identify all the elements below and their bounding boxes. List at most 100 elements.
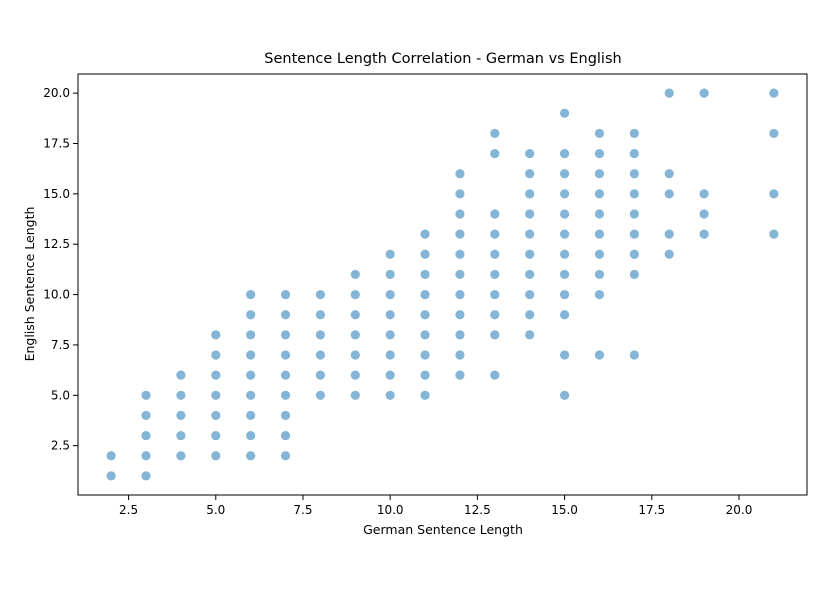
data-point (559, 269, 570, 280)
data-point (699, 229, 709, 239)
data-point (455, 330, 465, 340)
data-point (420, 289, 430, 300)
plot-frame (77, 73, 808, 496)
data-point (559, 350, 570, 360)
data-point (594, 269, 605, 280)
y-tick-label: 15.0 (43, 187, 70, 201)
data-point (350, 310, 360, 320)
data-point (385, 390, 395, 400)
data-point (176, 390, 186, 400)
data-point (315, 350, 326, 360)
x-axis-label: German Sentence Length (363, 522, 523, 537)
data-point (246, 350, 256, 360)
data-point (664, 169, 674, 179)
data-point (141, 451, 151, 461)
data-point (594, 128, 605, 139)
data-point (315, 289, 326, 300)
data-point (385, 350, 395, 360)
data-point (350, 370, 360, 380)
data-point (664, 189, 674, 199)
data-point (385, 330, 395, 340)
data-point (594, 209, 605, 219)
data-point (280, 350, 291, 360)
data-point (525, 269, 535, 280)
data-point (559, 249, 570, 259)
data-point (559, 108, 570, 118)
data-point (350, 390, 360, 400)
data-point (559, 209, 570, 219)
data-point (211, 451, 221, 461)
data-point (420, 350, 430, 360)
data-point (594, 169, 605, 179)
data-point (455, 370, 465, 380)
data-points (106, 88, 779, 481)
data-point (246, 410, 256, 421)
data-point (455, 350, 465, 360)
data-point (629, 249, 639, 259)
data-point (594, 148, 605, 159)
chart-title: Sentence Length Correlation - German vs … (264, 51, 621, 67)
data-point (455, 249, 465, 259)
data-point (315, 370, 326, 380)
data-point (559, 289, 570, 300)
data-point (559, 310, 570, 320)
data-point (141, 430, 151, 441)
data-point (315, 390, 326, 400)
y-tick-label: 5.0 (51, 388, 70, 402)
data-point (525, 209, 535, 219)
data-point (629, 169, 639, 179)
data-point (594, 289, 605, 300)
data-point (106, 451, 116, 461)
data-point (385, 370, 395, 380)
data-point (490, 249, 500, 259)
data-point (455, 310, 465, 320)
data-point (280, 330, 291, 340)
data-point (490, 148, 500, 159)
data-point (246, 330, 256, 340)
data-point (490, 128, 500, 139)
data-point (525, 330, 535, 340)
x-tick-label: 15.0 (551, 503, 578, 517)
data-point (211, 390, 221, 400)
data-point (629, 350, 639, 360)
data-point (246, 451, 256, 461)
data-point (559, 390, 570, 400)
data-point (769, 229, 779, 239)
data-point (350, 350, 360, 360)
data-point (280, 310, 291, 320)
y-axis-label: English Sentence Length (22, 207, 37, 362)
data-point (280, 289, 291, 300)
data-point (769, 128, 779, 139)
data-point (385, 289, 395, 300)
data-point (246, 430, 256, 441)
data-point (246, 289, 256, 300)
data-point (629, 189, 639, 199)
data-point (769, 88, 779, 98)
data-point (420, 330, 430, 340)
data-point (629, 209, 639, 219)
data-point (420, 229, 430, 239)
data-point (699, 88, 709, 98)
x-tick-label: 5.0 (206, 503, 225, 517)
data-point (699, 209, 709, 219)
data-point (594, 229, 605, 239)
data-point (280, 370, 291, 380)
data-point (246, 390, 256, 400)
data-point (246, 370, 256, 380)
data-point (490, 330, 500, 340)
data-point (315, 330, 326, 340)
data-point (455, 289, 465, 300)
data-point (455, 229, 465, 239)
data-point (455, 189, 465, 199)
data-point (141, 390, 151, 400)
x-tick-label: 20.0 (726, 503, 753, 517)
x-tick-label: 7.5 (293, 503, 312, 517)
data-point (280, 410, 291, 421)
data-point (211, 350, 221, 360)
data-point (629, 229, 639, 239)
data-point (420, 269, 430, 280)
data-point (664, 88, 674, 98)
y-tick-label: 12.5 (43, 237, 70, 251)
